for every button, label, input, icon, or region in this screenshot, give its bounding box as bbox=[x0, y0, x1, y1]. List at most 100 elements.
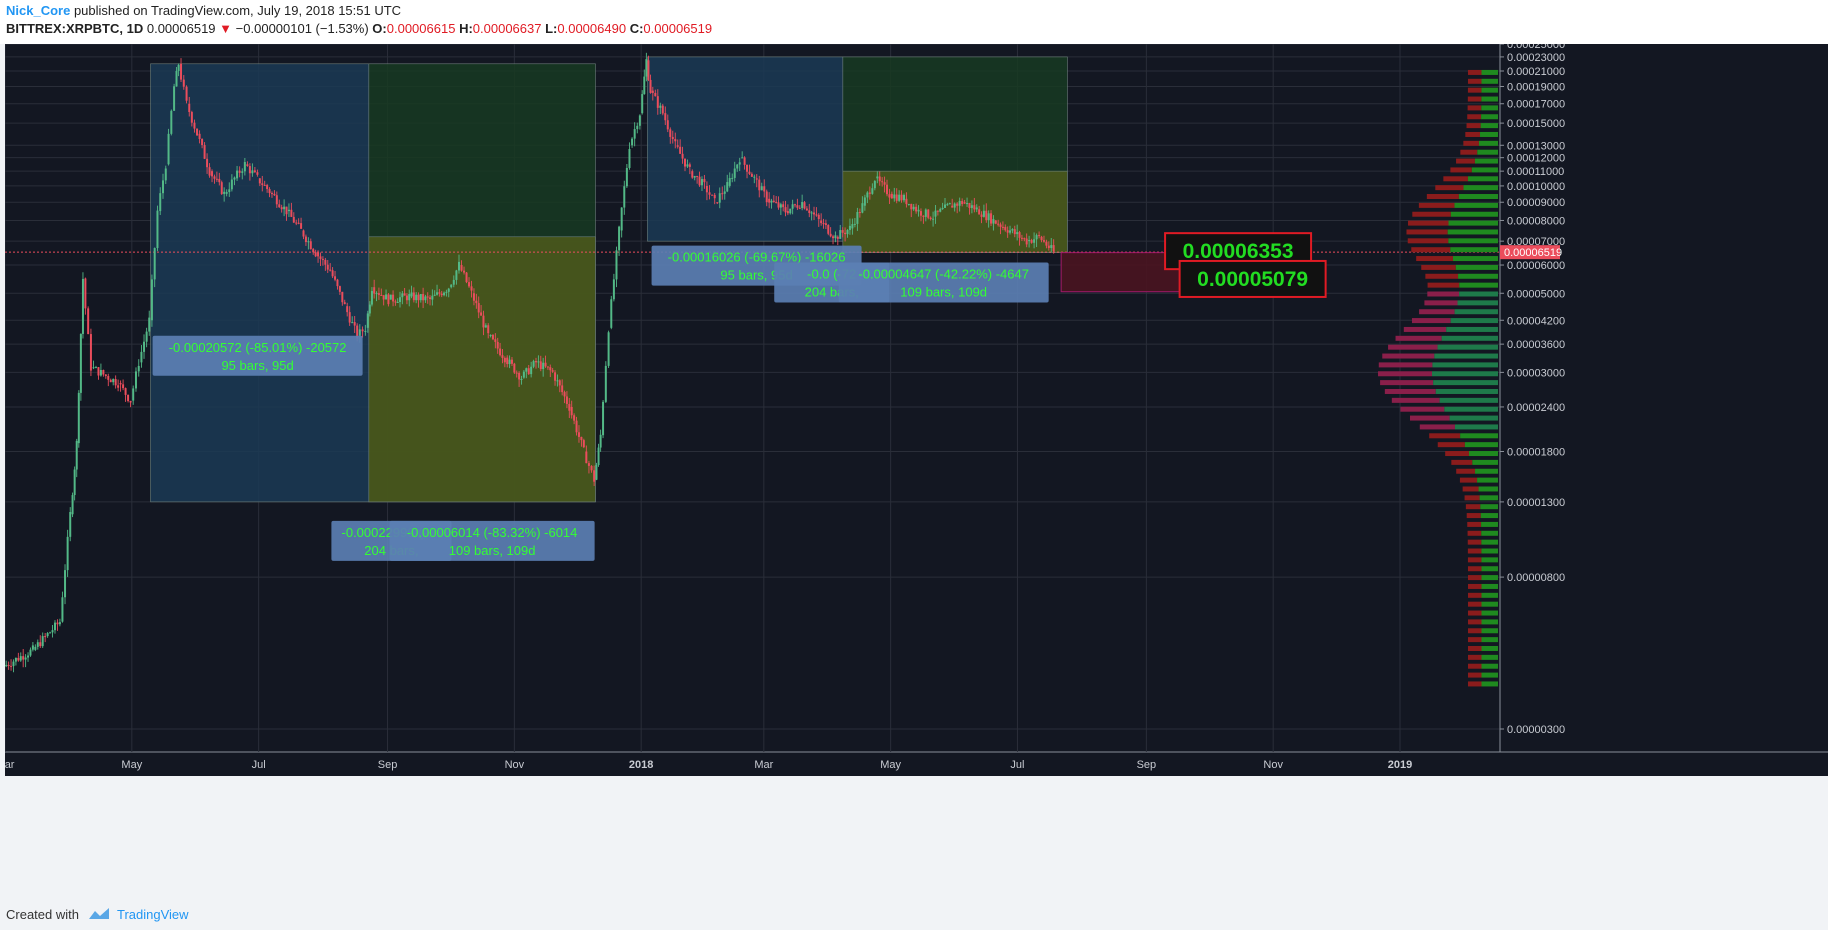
candle-body bbox=[656, 96, 659, 108]
candle-body bbox=[447, 288, 450, 292]
volume-bar-down bbox=[1429, 433, 1461, 439]
candle-body bbox=[815, 214, 818, 216]
candle-body bbox=[546, 366, 549, 368]
candle-body bbox=[768, 198, 771, 203]
candle-body bbox=[377, 293, 380, 295]
candle-body bbox=[248, 166, 251, 174]
volume-bar-down bbox=[1468, 645, 1482, 651]
volume-bar-down bbox=[1467, 628, 1482, 634]
candle-body bbox=[585, 451, 588, 464]
candle-body bbox=[246, 164, 249, 167]
chart-area[interactable]: 0.00025000 0.00023000 0.00021000 0.00019000… bbox=[0, 39, 1828, 900]
candle-body bbox=[159, 193, 162, 212]
candle-body bbox=[604, 365, 607, 402]
candle-body bbox=[866, 192, 869, 198]
candle-body bbox=[334, 276, 337, 280]
candle-body bbox=[1023, 238, 1026, 240]
candle-body bbox=[1045, 241, 1048, 246]
volume-bar-up bbox=[1468, 451, 1498, 457]
candle-body bbox=[380, 294, 383, 296]
candle-body bbox=[951, 205, 954, 208]
volume-bar-down bbox=[1463, 140, 1479, 146]
candle-body bbox=[966, 203, 969, 205]
volume-bar-up bbox=[1481, 645, 1498, 651]
candle-body bbox=[34, 646, 37, 650]
candle-body bbox=[698, 176, 701, 186]
candle-body bbox=[338, 286, 341, 292]
candle-body bbox=[375, 293, 378, 295]
candle-body bbox=[587, 463, 590, 466]
volume-bar-up bbox=[1432, 371, 1498, 377]
volume-bar-down bbox=[1465, 131, 1481, 137]
volume-bar-up bbox=[1435, 388, 1498, 394]
candle-body bbox=[506, 357, 509, 365]
candle-body bbox=[1052, 245, 1055, 252]
candle-body bbox=[645, 59, 648, 77]
candle-body bbox=[278, 204, 281, 208]
candle-body bbox=[422, 294, 425, 301]
candle-body bbox=[1016, 232, 1019, 235]
volume-bar-down bbox=[1408, 220, 1449, 226]
candle-body bbox=[218, 178, 221, 183]
y-tick-label: 0.00003000 bbox=[1507, 367, 1565, 379]
candle-body bbox=[61, 597, 64, 622]
candle-body bbox=[329, 269, 332, 271]
candle-body bbox=[433, 294, 436, 296]
candle-body bbox=[975, 207, 978, 210]
candle-body bbox=[484, 325, 487, 328]
candle-body bbox=[623, 186, 626, 208]
candle-body bbox=[273, 193, 276, 196]
target-value: 0.00005079 bbox=[1197, 268, 1308, 291]
candle-body bbox=[582, 440, 585, 448]
candle-body bbox=[1025, 238, 1028, 245]
candle-body bbox=[496, 341, 499, 349]
volume-bar-up bbox=[1471, 167, 1498, 173]
candle-body bbox=[326, 264, 329, 270]
candle-body bbox=[84, 278, 87, 309]
tradingview-link[interactable]: TradingView bbox=[117, 907, 189, 922]
candle-body bbox=[941, 207, 944, 210]
candle-body bbox=[868, 192, 871, 194]
y-tick-label: 0.00023000 bbox=[1507, 52, 1565, 64]
y-tick-label: 0.00000300 bbox=[1507, 724, 1565, 736]
candle-body bbox=[190, 112, 193, 123]
candle-body bbox=[643, 76, 646, 95]
candle-body bbox=[853, 223, 856, 225]
candle-body bbox=[856, 212, 859, 224]
candle-body bbox=[258, 178, 261, 184]
candle-body bbox=[551, 370, 554, 372]
candle-body bbox=[358, 329, 361, 336]
candle-body bbox=[79, 333, 82, 393]
candle-body bbox=[731, 177, 734, 179]
candle-body bbox=[156, 210, 159, 249]
volume-bar-up bbox=[1463, 185, 1498, 191]
volume-bar-up bbox=[1437, 344, 1498, 350]
last-price-tag-text: 0.00006519 bbox=[1504, 247, 1562, 259]
volume-bar-down bbox=[1395, 335, 1442, 341]
candle-body bbox=[185, 86, 188, 101]
created-with-text: Created with bbox=[6, 907, 79, 922]
candle-body bbox=[253, 170, 256, 173]
candle-body bbox=[813, 212, 816, 215]
candle-body bbox=[356, 325, 359, 339]
candle-body bbox=[410, 292, 413, 297]
candle-body bbox=[211, 171, 214, 177]
volume-bar-down bbox=[1411, 318, 1451, 324]
candle-body bbox=[726, 182, 729, 192]
measurement-text: -0.00004647 (-42.22%) -4647 bbox=[858, 266, 1029, 281]
candle-body bbox=[81, 278, 84, 334]
candle-body bbox=[927, 209, 930, 218]
candle-body bbox=[700, 179, 703, 186]
candle-body bbox=[401, 293, 404, 298]
candle-body bbox=[765, 191, 768, 203]
candle-body bbox=[716, 202, 719, 204]
volume-bar-down bbox=[1451, 459, 1473, 465]
candle-body bbox=[5, 664, 8, 667]
candle-body bbox=[990, 213, 993, 224]
volume-bar-up bbox=[1480, 513, 1498, 519]
author-link[interactable]: Nick_Core bbox=[6, 3, 71, 18]
volume-bar-up bbox=[1441, 335, 1498, 341]
open-value: 0.00006615 bbox=[386, 21, 456, 36]
volume-bar-down bbox=[1384, 388, 1436, 394]
